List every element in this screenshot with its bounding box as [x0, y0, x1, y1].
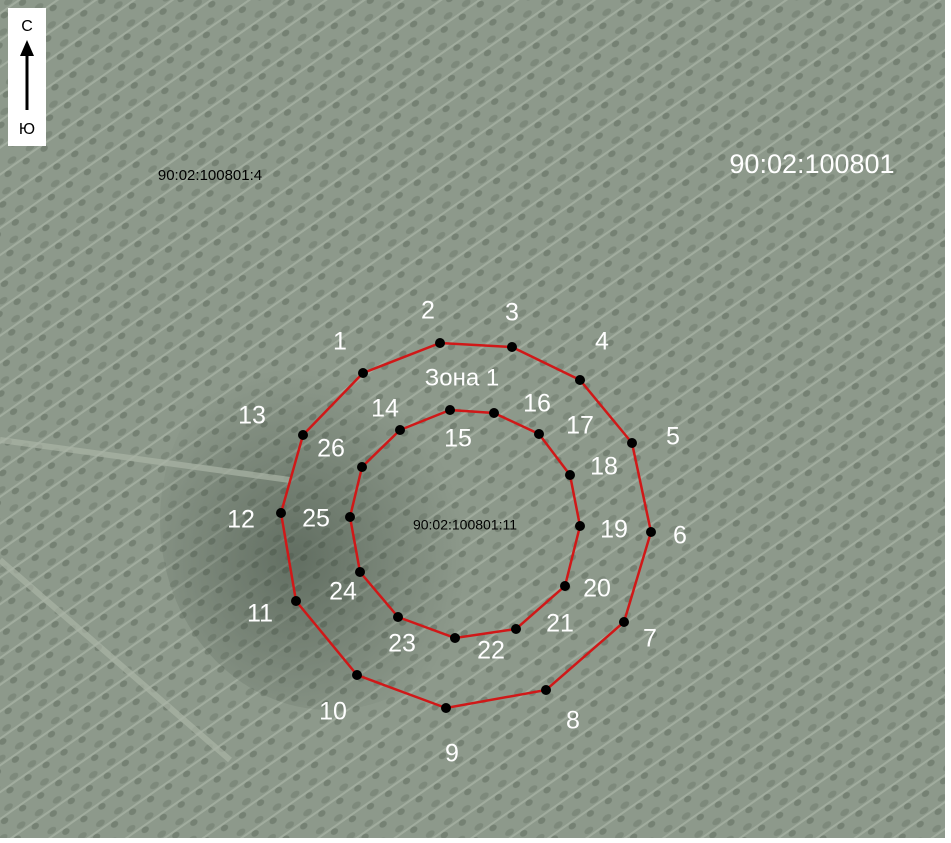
vertex — [541, 685, 551, 695]
vertex-label: 7 — [643, 625, 657, 653]
vertex-label: 5 — [666, 423, 680, 451]
vertex-label: 20 — [583, 575, 611, 603]
vertex — [575, 375, 585, 385]
vertex — [575, 521, 585, 531]
vertex — [393, 612, 403, 622]
vertex — [507, 342, 517, 352]
road — [0, 437, 291, 763]
vertex — [352, 670, 362, 680]
compass-south: Ю — [19, 121, 35, 138]
parcel-label: 90:02:100801:11 — [413, 517, 517, 533]
vertex-label: 23 — [388, 630, 416, 658]
vertex-label: 24 — [329, 578, 357, 606]
vertex — [291, 596, 301, 606]
vertex-label: 21 — [546, 610, 574, 638]
vertex-label: 13 — [238, 402, 266, 430]
vertex-label: 2 — [421, 297, 435, 325]
compass-north: С — [21, 18, 33, 35]
vertex-label: 14 — [371, 395, 399, 423]
quarter-label: 90:02:100801 — [729, 149, 894, 179]
vertex — [357, 462, 367, 472]
vertex-label: 16 — [523, 390, 551, 418]
vertex-label: 19 — [600, 516, 628, 544]
zone-boundary — [348, 408, 582, 640]
vertex — [560, 581, 570, 591]
vertex-label: 22 — [477, 637, 505, 665]
vertex — [276, 508, 286, 518]
vertex — [445, 405, 455, 415]
vertex-label: 1 — [333, 328, 347, 356]
vertex — [511, 624, 521, 634]
vertex-label: 11 — [247, 600, 273, 628]
vertex-label: 9 — [445, 740, 459, 768]
vertex-label: 25 — [302, 505, 330, 533]
vertex-label: 4 — [595, 328, 609, 356]
vertex — [489, 408, 499, 418]
vertex — [395, 425, 405, 435]
vertex — [627, 438, 637, 448]
vertex-label: 8 — [566, 707, 580, 735]
vertex-label: 6 — [673, 522, 687, 550]
vertex-label: 3 — [505, 299, 519, 327]
vertex-label: 26 — [317, 435, 345, 463]
vertex — [355, 567, 365, 577]
vertex-label: 18 — [590, 453, 618, 481]
zone-boundary — [279, 341, 653, 710]
vertex — [345, 512, 355, 522]
compass-arrowhead — [20, 40, 34, 56]
parcel-label: 90:02:100801:4 — [158, 167, 262, 184]
vertex — [358, 368, 368, 378]
vertex-label: 10 — [319, 698, 347, 726]
vertex-label: 12 — [227, 506, 255, 534]
vertex — [646, 527, 656, 537]
vertex — [450, 633, 460, 643]
vertex — [565, 470, 575, 480]
compass: С Ю — [8, 8, 46, 146]
vertex — [298, 430, 308, 440]
vertex — [534, 429, 544, 439]
vertex-label: 17 — [566, 412, 594, 440]
vertex-label: 15 — [444, 425, 472, 453]
vertex — [435, 338, 445, 348]
zone-label: Зона 1 — [425, 364, 499, 391]
vertex — [619, 617, 629, 627]
vertex — [441, 703, 451, 713]
